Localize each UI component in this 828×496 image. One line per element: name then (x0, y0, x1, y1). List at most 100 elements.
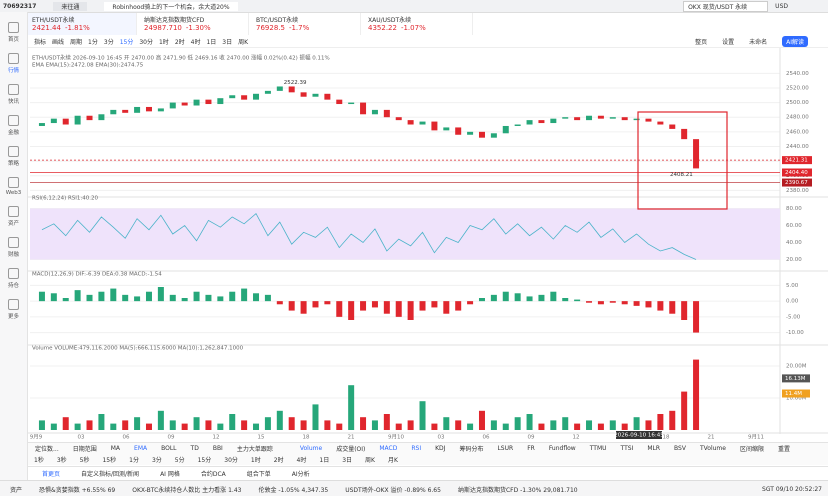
price-tag-label: 2421.31 (785, 158, 808, 164)
bottom-tab[interactable]: 合约DCA (200, 470, 226, 478)
indicator-button[interactable]: FR (527, 445, 535, 452)
bottom-tab[interactable]: 首更页 (42, 470, 61, 478)
indicator-button[interactable]: MLR (647, 445, 661, 452)
toolbar-item[interactable]: 30分 (139, 39, 153, 46)
candle (645, 118, 652, 122)
macd-bar (371, 301, 378, 308)
macd-bar (300, 301, 307, 314)
macd-bar (110, 288, 117, 302)
toolbar-item[interactable]: 3分 (103, 39, 114, 46)
indicator-button[interactable]: BBI (212, 445, 223, 452)
ticker-quote: 24987.710 -1.30% (144, 24, 244, 32)
period-button[interactable]: 3日 (342, 457, 353, 464)
nav-item[interactable]: Web3 (6, 177, 22, 196)
indicator-button[interactable]: Fundflow (548, 445, 576, 452)
candle (193, 99, 200, 106)
indicator-button[interactable]: TD (190, 445, 199, 452)
macd-bar (681, 301, 688, 320)
nav-item[interactable]: 快讯 (8, 84, 19, 105)
toolbar-item[interactable]: 画线 (52, 39, 65, 46)
period-button[interactable]: 15秒 (102, 457, 117, 464)
bottom-tabs: 首更页 自定义指标/回测/新闻 AI 网格 合约DCA 组合下单 AI分析 (28, 466, 828, 479)
ticker-tab[interactable]: 纳斯达克指数期货CFD 24987.710 -1.30% (140, 13, 249, 35)
indicator-button[interactable]: TTSI (620, 445, 634, 452)
indicator-button[interactable]: TVolume (699, 445, 726, 452)
nav-item[interactable]: 资产 (8, 206, 19, 227)
indicator-button[interactable]: LSUR (497, 445, 514, 452)
account: 70692317 (3, 2, 37, 10)
period-button[interactable]: 15分 (197, 457, 212, 464)
toolbar-item[interactable]: 设置 (722, 39, 735, 46)
ticker-tab[interactable]: ETH/USDT永续 2421.44 -1.81% (28, 13, 137, 35)
indicator-button[interactable]: TTMU (589, 445, 607, 452)
bottom-tab[interactable]: AI 网格 (160, 470, 180, 478)
period-button[interactable]: 月K (387, 457, 398, 464)
indicator-button[interactable]: MACD (379, 445, 398, 452)
candle (74, 115, 81, 125)
nav-item[interactable]: 行情 (8, 53, 19, 74)
period-button[interactable]: 4时 (296, 457, 307, 464)
toolbar-item[interactable]: AI解读 (782, 36, 808, 47)
nav-item[interactable]: 持仓 (8, 268, 19, 289)
period-button[interactable]: 1分 (129, 457, 139, 464)
toolbar-item[interactable]: 周K (238, 39, 249, 46)
candle (360, 102, 367, 115)
period-button[interactable]: 2时 (273, 457, 284, 464)
period-button[interactable]: 5分 (174, 457, 185, 464)
toolbar-item[interactable]: 2时 (174, 39, 185, 46)
toolbar-item[interactable]: 指标 (34, 39, 47, 46)
toolbar-item[interactable]: 整页 (695, 39, 708, 46)
search-box[interactable]: OKX 现货/USDT 永续 (683, 0, 769, 12)
indicator-button[interactable]: 成交量(OI) (336, 446, 366, 453)
candle (669, 124, 676, 129)
period-button[interactable]: 1时 (250, 457, 261, 464)
indicator-button[interactable]: MA (110, 445, 121, 452)
period-button[interactable]: 1秒 (34, 457, 44, 464)
nav-item[interactable]: 财融 (8, 237, 19, 258)
indicator-button[interactable]: EMA (134, 445, 148, 452)
nav-item[interactable]: 首页 (8, 22, 19, 43)
toolbar-item[interactable]: 1分 (88, 39, 98, 46)
indicator-button[interactable]: KDJ (435, 445, 446, 452)
bottom-tab[interactable]: 自定义指标/回测/新闻 (81, 470, 140, 478)
period-button[interactable]: 30分 (224, 457, 238, 464)
indicator-button[interactable]: 区间缩限 (739, 446, 764, 453)
currency[interactable]: USD (775, 2, 788, 10)
toolbar-item[interactable]: 1时 (158, 39, 169, 46)
ticker-tab[interactable]: BTC/USDT永续 76928.5 -1.7% (252, 13, 361, 35)
y-tick-label: 2540.00 (786, 71, 809, 77)
candle (538, 120, 545, 124)
toolbar-item[interactable]: 1日 (206, 39, 217, 46)
bottom-tab[interactable]: AI分析 (291, 470, 310, 478)
toolbar-item[interactable]: 周期 (70, 39, 83, 46)
bottom-tab[interactable]: 组合下单 (246, 470, 271, 478)
indicator-button[interactable]: 主力大单跟踪 (236, 446, 273, 453)
indicator-button[interactable]: BSV (674, 445, 686, 452)
toolbar-item[interactable]: 未命名 (749, 39, 768, 46)
toolbar-item[interactable]: 15分 (119, 39, 134, 46)
nav-item[interactable]: 策略 (8, 146, 19, 167)
indicator-button[interactable]: 重置 (777, 446, 790, 453)
period-button[interactable]: 1日 (319, 457, 330, 464)
indicator-button[interactable]: BOLL (161, 445, 177, 452)
indicator-button[interactable]: 定位数... (35, 446, 59, 453)
indicator-button[interactable]: Volume (299, 445, 323, 452)
toolbar-item[interactable]: 4时 (190, 39, 201, 46)
candle (371, 109, 378, 115)
nav-item[interactable]: 金融 (8, 115, 19, 136)
volume-bar (431, 423, 438, 430)
browser-tab[interactable]: Robinhood骑上的下一个机会，余大道20% (104, 1, 238, 11)
volume-bar (98, 414, 105, 430)
period-button[interactable]: 5秒 (79, 457, 90, 464)
ticker-tab[interactable]: XAU/USDT永续 4352.22 -1.07% (364, 13, 473, 35)
browser-tab[interactable]: 来往通 (53, 1, 88, 11)
indicator-button[interactable]: RSI (411, 445, 422, 452)
period-button[interactable]: 3秒 (56, 457, 67, 464)
nav-item[interactable]: 更多 (8, 299, 19, 320)
candle (62, 118, 69, 125)
indicator-button[interactable]: 筹码分布 (459, 446, 484, 453)
indicator-button[interactable]: 日期范围 (72, 446, 97, 453)
period-button[interactable]: 3分 (151, 457, 162, 464)
toolbar-item[interactable]: 3日 (222, 39, 233, 46)
period-button[interactable]: 周K (365, 457, 375, 464)
